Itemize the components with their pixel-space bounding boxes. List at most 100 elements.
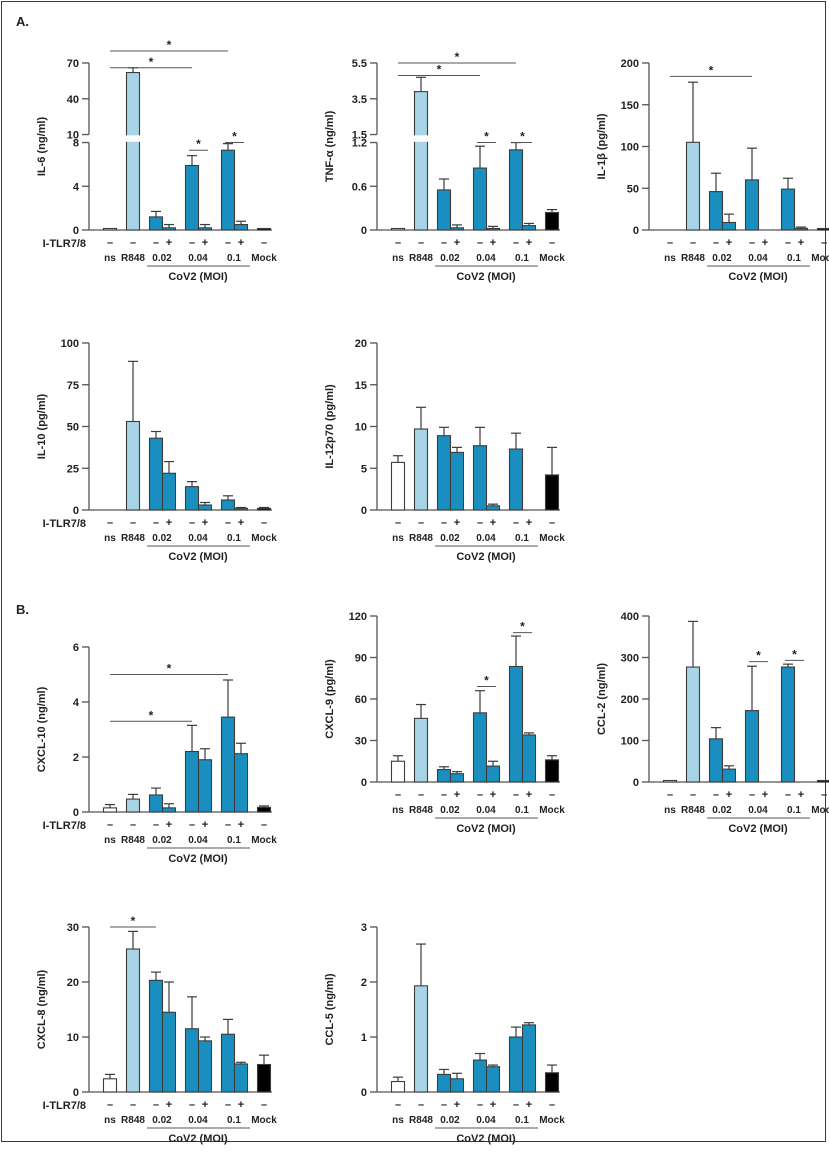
category-label: 0.02 (152, 835, 172, 846)
category-label: 0.04 (188, 835, 208, 846)
y-axis-title: IL-6 (ng/ml) (36, 117, 48, 177)
sign-minus: – (189, 517, 195, 529)
sign-minus: – (821, 789, 827, 801)
y-tick-label: 0 (73, 505, 79, 517)
sign-plus: + (526, 237, 532, 249)
significance-star: * (484, 674, 489, 688)
bar-Mock-minus (258, 508, 271, 510)
bar-0.02-minus (710, 739, 723, 782)
bar-ns-minus (104, 808, 117, 812)
sign-plus: + (166, 237, 172, 249)
significance-star: * (437, 63, 442, 77)
bar-0.04-plus (487, 1067, 500, 1092)
sign-minus: – (690, 237, 696, 249)
bar-0.1-minus (510, 449, 523, 510)
category-label: ns (392, 805, 404, 816)
sign-minus: – (130, 517, 136, 529)
category-label: ns (392, 1115, 404, 1126)
group-label: CoV2 (MOI) (456, 551, 516, 563)
bar-0.04-plus (199, 228, 212, 230)
y-tick-label: 0 (361, 225, 367, 237)
category-label: ns (104, 835, 116, 846)
category-label: ns (104, 1115, 116, 1126)
y-tick-label: 20 (355, 338, 367, 350)
y-axis-title: IL-10 (pg/ml) (36, 393, 48, 459)
bar-0.1-plus (523, 226, 536, 230)
bar-0.04-minus (474, 168, 487, 230)
y-tick-label: 0 (633, 225, 639, 237)
bar-0.02-plus (163, 1012, 176, 1092)
row-label-itlr78: I-TLR7/8 (43, 1100, 86, 1112)
y-tick-label: 0 (73, 1087, 79, 1099)
y-tick-label: 200 (621, 58, 639, 70)
bar-Mock-minus (546, 475, 559, 510)
category-label: 0.04 (188, 253, 208, 264)
sign-plus: + (454, 1099, 460, 1111)
category-label: R848 (121, 1115, 145, 1126)
y-tick-label: 0 (361, 1087, 367, 1099)
significance-star: * (709, 63, 714, 77)
sign-minus: – (395, 517, 401, 529)
sign-minus: – (690, 789, 696, 801)
bar-0.02-minus (438, 1074, 451, 1092)
sign-minus: – (441, 237, 447, 249)
category-label: ns (664, 805, 676, 816)
significance-star: * (792, 647, 797, 661)
bar-0.04-plus (199, 1041, 212, 1092)
sign-minus: – (418, 237, 424, 249)
sign-minus: – (395, 1099, 401, 1111)
bar-0.1-plus (235, 1064, 248, 1092)
sign-plus: + (202, 1099, 208, 1111)
category-label: 0.02 (712, 253, 732, 264)
group-label: CoV2 (MOI) (456, 1133, 516, 1145)
sign-minus: – (513, 517, 519, 529)
category-label: 0.02 (440, 805, 460, 816)
significance-star: * (520, 620, 525, 634)
sign-minus: – (477, 237, 483, 249)
y-axis-title: TNF-α (ng/ml) (324, 110, 336, 182)
sign-plus: + (454, 789, 460, 801)
sign-plus: + (238, 517, 244, 529)
bar-0.02-plus (451, 228, 464, 230)
y-tick-label: 90 (355, 653, 367, 665)
sign-minus: – (785, 237, 791, 249)
category-label: 0.04 (476, 533, 496, 544)
bar-0.02-minus (438, 770, 451, 782)
y-tick-label: 70 (67, 58, 79, 70)
significance-star: * (196, 137, 201, 151)
category-label: Mock (811, 253, 829, 264)
sign-minus: – (749, 789, 755, 801)
y-tick-label: 0 (361, 777, 367, 789)
category-label: R848 (409, 1115, 433, 1126)
y-tick-label: 3.5 (352, 94, 367, 106)
category-label: R848 (409, 533, 433, 544)
row-label-itlr78: I-TLR7/8 (43, 820, 86, 832)
bar-0.04-minus (474, 713, 487, 782)
y-tick-label: 10 (67, 1032, 79, 1044)
category-label: 0.04 (476, 805, 496, 816)
bar-0.1-plus (235, 225, 248, 230)
category-label: 0.1 (515, 533, 529, 544)
category-label: 0.02 (440, 1115, 460, 1126)
y-tick-label: 200 (621, 694, 639, 706)
sign-minus: – (549, 789, 555, 801)
sign-plus: + (454, 237, 460, 249)
sign-minus: – (513, 1099, 519, 1111)
sign-plus: + (798, 789, 804, 801)
sign-minus: – (225, 819, 231, 831)
bar-0.02-minus (150, 438, 163, 510)
y-tick-label: 50 (67, 422, 79, 434)
y-tick-label: 30 (355, 736, 367, 748)
category-label: 0.04 (476, 253, 496, 264)
category-label: 0.1 (227, 533, 241, 544)
bar-0.04-plus (487, 766, 500, 782)
sign-plus: + (490, 237, 496, 249)
category-label: R848 (681, 805, 705, 816)
bar-0.1-plus (235, 754, 248, 812)
sign-plus: + (454, 517, 460, 529)
